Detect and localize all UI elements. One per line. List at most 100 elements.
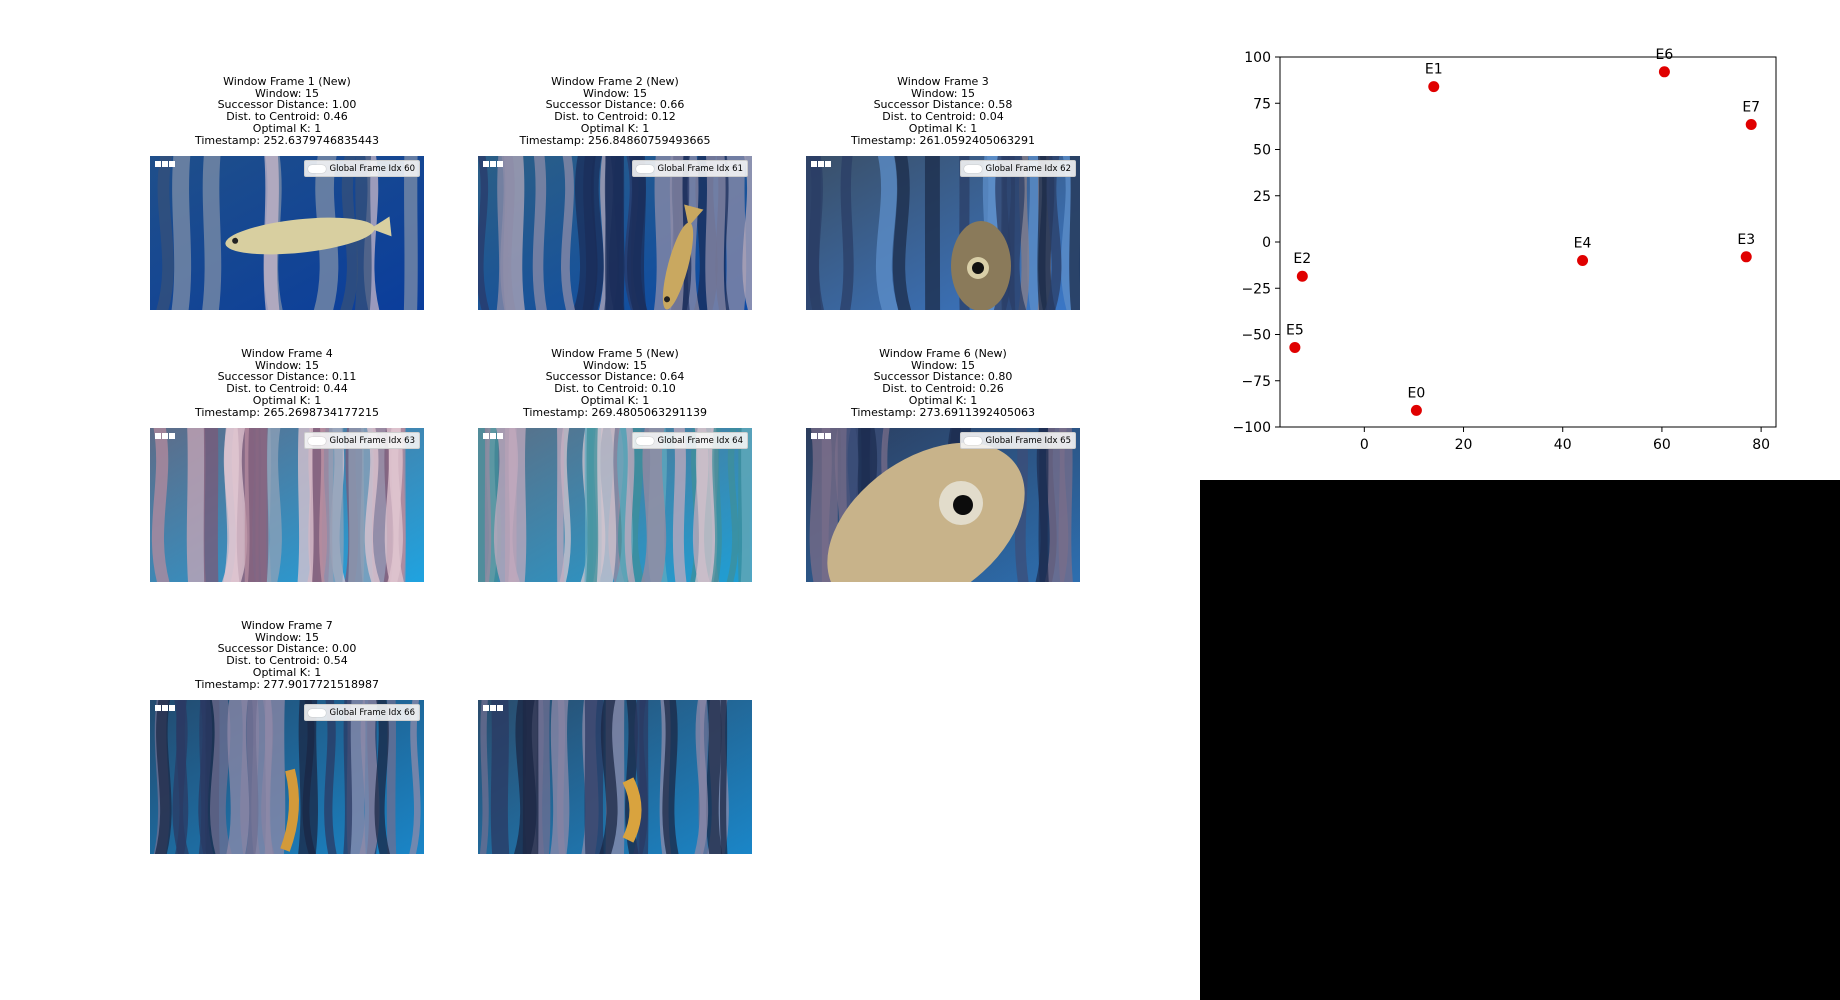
legend-label: Global Frame Idx 64 (657, 435, 743, 446)
frame-caption-line: Window: 15 (911, 86, 975, 100)
scatter-point (1577, 255, 1589, 266)
y-tick-label: 75 (1253, 96, 1271, 112)
frame-caption-line: Window Frame 5 (New) (551, 347, 679, 360)
frame-card: Window Frame 2 (New) Window: 15 Successor … (478, 76, 752, 310)
frame-caption-line: Window: 15 (255, 630, 319, 644)
legend-label: Global Frame Idx 60 (329, 163, 415, 174)
scatter-point (1289, 341, 1301, 353)
bbc-logo-icon (811, 433, 831, 439)
bbc-logo-icon (155, 161, 175, 167)
frame-legend: Global Frame Idx 61 (631, 160, 748, 177)
legend-swatch-icon (963, 436, 982, 445)
frame-caption-line: Window Frame 4 (241, 347, 333, 360)
logo-block (169, 161, 175, 167)
frame-caption-line: Timestamp: 256.84860759493665 (519, 133, 711, 147)
legend-label: Global Frame Idx 61 (657, 163, 743, 174)
frame-caption-line: Window: 15 (255, 358, 319, 372)
y-tick-label: 0 (1262, 235, 1271, 251)
logo-block (818, 161, 824, 167)
frame-caption-line: Optimal K: 1 (580, 393, 650, 407)
frame-caption-line: Window: 15 (583, 86, 647, 100)
frame-scene (150, 156, 424, 310)
frame-caption-line: Optimal K: 1 (580, 121, 650, 135)
legend-swatch-icon (307, 164, 326, 173)
logo-block (483, 705, 489, 711)
legend-label: Global Frame Idx 65 (985, 435, 1071, 446)
frame-caption-line: Optimal K: 1 (908, 393, 978, 407)
frame-caption: Window Frame 4 Window: 15 Successor Distan… (150, 348, 424, 418)
frame-caption-line: Timestamp: 252.6379746835443 (194, 133, 380, 147)
frame-caption-line: Window: 15 (255, 86, 319, 100)
y-tick-label: 100 (1244, 50, 1271, 66)
frame-card: Window Frame 5 (New) Window: 15 Successor … (478, 347, 752, 582)
legend-swatch-icon (307, 436, 326, 445)
frame-caption-line: Window: 15 (911, 358, 975, 372)
frame-thumbnail: Global Frame Idx 65 (806, 428, 1080, 582)
frame-caption-line: Window Frame 6 (New) (879, 347, 1007, 360)
scatter-plot-svg: 0 20 40 60 80 100 75 50 25 0 −25 −50 −75 −100 E0 E1 E2 E3… (1233, 47, 1777, 453)
logo-block (811, 161, 817, 167)
frame-caption-line: Window Frame 3 (897, 75, 989, 88)
frame-legend: Global Frame Idx 62 (959, 160, 1076, 177)
logo-block (155, 705, 161, 711)
logo-block (162, 161, 168, 167)
frame-caption-line: Window: 15 (583, 358, 647, 372)
x-tick-label: 80 (1752, 437, 1770, 453)
frame-scene (478, 156, 752, 310)
point-label: E7 (1742, 100, 1760, 116)
frames-grid: Window Frame 1 (New) Window: 15 Successor … (150, 76, 1080, 854)
frame-caption-line: Successor Distance: 0.66 (545, 98, 685, 112)
frame-caption-line: Optimal K: 1 (908, 121, 978, 135)
y-tick-label: 25 (1253, 189, 1271, 205)
frame-caption-line: Timestamp: 273.6911392405063 (850, 405, 1036, 419)
frame-caption-line: Dist. to Centroid: 0.10 (554, 382, 676, 396)
frame-thumbnail: Global Frame Idx 63 (150, 428, 424, 582)
logo-block (811, 433, 817, 439)
frame-scene (478, 428, 752, 582)
frame-caption-line: Dist. to Centroid: 0.46 (226, 110, 348, 124)
legend-swatch-icon (635, 436, 654, 445)
frame-caption: Window Frame 3 Window: 15 Successor Distan… (806, 76, 1080, 146)
y-tick-label: −50 (1241, 328, 1271, 344)
bbc-logo-icon (811, 161, 831, 167)
frame-thumbnail: Global Frame Idx 66 (150, 700, 424, 854)
logo-block (162, 705, 168, 711)
frame-scene (150, 428, 424, 582)
frame-caption-line: Window Frame 1 (New) (223, 75, 351, 88)
logo-block (490, 161, 496, 167)
logo-block (155, 433, 161, 439)
bbc-logo-icon (483, 433, 503, 439)
legend-swatch-icon (307, 708, 326, 717)
frame-card: Window Frame 4 Window: 15 Successor Distan… (150, 348, 424, 582)
frame-card: Window Frame 7 Window: 15 Successor Distan… (150, 620, 424, 854)
logo-block (162, 433, 168, 439)
x-tick-label: 40 (1554, 437, 1572, 453)
x-tick-label: 60 (1653, 437, 1671, 453)
scatter-point (1745, 119, 1757, 131)
frame-caption-line: Optimal K: 1 (252, 665, 322, 679)
frame-caption (478, 620, 752, 690)
plot-area (1279, 56, 1777, 428)
frame-legend: Global Frame Idx 60 (303, 160, 420, 177)
logo-block (169, 433, 175, 439)
frame-scene (806, 428, 1080, 582)
frame-legend: Global Frame Idx 65 (959, 432, 1076, 449)
x-tick-label: 20 (1455, 437, 1473, 453)
frame-scene (806, 156, 1080, 310)
scatter-point (1740, 251, 1752, 263)
frame-thumbnail: Global Frame Idx 64 (478, 428, 752, 582)
y-tick-label: 50 (1253, 143, 1271, 159)
logo-block (490, 433, 496, 439)
scatter-point (1410, 404, 1422, 416)
logo-block (169, 705, 175, 711)
frame-card: Window Frame 3 Window: 15 Successor Distan… (806, 76, 1080, 310)
legend-swatch-icon (963, 164, 982, 173)
frame-caption: Window Frame 1 (New) Window: 15 Successor … (150, 76, 424, 146)
logo-block (825, 161, 831, 167)
legend-label: Global Frame Idx 63 (329, 435, 415, 446)
logo-block (483, 433, 489, 439)
logo-block (490, 705, 496, 711)
frame-caption-line: Successor Distance: 1.00 (217, 98, 357, 112)
frame-thumbnail: Global Frame Idx 61 (478, 156, 752, 310)
frame-legend: Global Frame Idx 63 (303, 432, 420, 449)
